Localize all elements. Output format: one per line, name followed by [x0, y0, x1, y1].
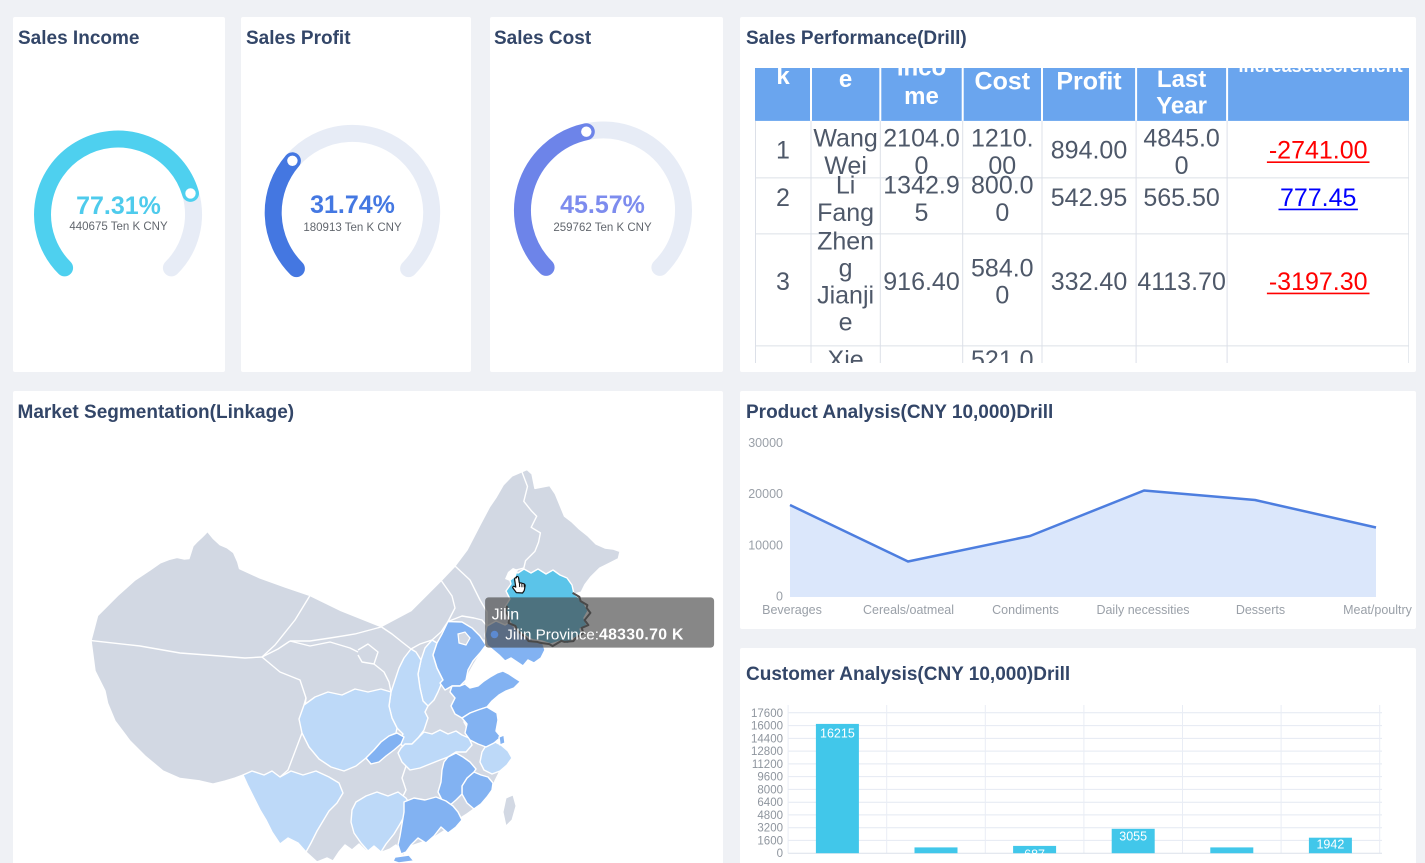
svg-text:Daily necessities: Daily necessities — [1096, 603, 1189, 617]
svg-text:Fang: Fang — [817, 198, 874, 226]
svg-text:-3197.30: -3197.30 — [1269, 267, 1368, 295]
svg-text:1942: 1942 — [1316, 838, 1344, 852]
svg-text:me: me — [904, 82, 939, 109]
svg-text:16000: 16000 — [751, 721, 783, 733]
svg-text:Beverages: Beverages — [762, 603, 822, 617]
svg-text:332.40: 332.40 — [1050, 267, 1126, 295]
svg-text:4845.0: 4845.0 — [1143, 124, 1219, 152]
svg-text:Year: Year — [1156, 92, 1207, 119]
svg-text:Jilin: Jilin — [492, 607, 520, 624]
svg-text:1: 1 — [776, 136, 790, 164]
svg-text:894.00: 894.00 — [1050, 136, 1126, 164]
svg-text:542.95: 542.95 — [1050, 183, 1126, 211]
svg-text:20000: 20000 — [748, 487, 783, 501]
svg-text:16215: 16215 — [820, 727, 855, 741]
svg-text:0: 0 — [777, 848, 783, 860]
svg-text:Profit: Profit — [1056, 68, 1122, 95]
svg-text:Last: Last — [1157, 68, 1206, 93]
svg-text:3200: 3200 — [757, 823, 783, 835]
svg-text:5: 5 — [914, 198, 928, 226]
svg-text:9600: 9600 — [757, 772, 783, 784]
svg-text:1342.9: 1342.9 — [883, 171, 959, 199]
svg-text:Desserts: Desserts — [1236, 603, 1285, 617]
svg-text:Jilin Province:48330.70 K: Jilin Province:48330.70 K — [505, 626, 684, 643]
svg-text:0: 0 — [995, 281, 1009, 309]
svg-text:Wang: Wang — [813, 124, 877, 152]
svg-text:1600: 1600 — [757, 835, 783, 847]
svg-text:Jianji: Jianji — [817, 281, 874, 309]
svg-text:3: 3 — [776, 267, 790, 295]
svg-text:-2741.00: -2741.00 — [1269, 136, 1368, 164]
svg-text:0: 0 — [914, 151, 928, 179]
svg-text:Inco: Inco — [897, 68, 946, 82]
svg-text:10000: 10000 — [748, 539, 783, 553]
svg-text:Xie: Xie — [827, 345, 863, 362]
svg-text:k: k — [776, 68, 790, 90]
svg-text:14400: 14400 — [751, 733, 783, 745]
svg-text:Wei: Wei — [824, 151, 867, 179]
svg-text:12800: 12800 — [751, 746, 783, 758]
svg-text:521.0: 521.0 — [971, 345, 1034, 362]
svg-text:0: 0 — [1174, 151, 1188, 179]
svg-text:3055: 3055 — [1119, 829, 1147, 843]
svg-text:Zhen: Zhen — [817, 227, 874, 255]
svg-text:2: 2 — [776, 183, 790, 211]
svg-text:800.0: 800.0 — [971, 171, 1034, 199]
svg-text:4800: 4800 — [757, 810, 783, 822]
svg-text:17600: 17600 — [751, 708, 783, 720]
svg-text:8000: 8000 — [757, 784, 783, 796]
svg-text:Condiments: Condiments — [992, 603, 1059, 617]
svg-text:00: 00 — [988, 151, 1016, 179]
svg-text:687: 687 — [1024, 848, 1045, 862]
svg-text:6400: 6400 — [757, 797, 783, 809]
svg-text:30000: 30000 — [748, 436, 783, 450]
svg-text:2104.0: 2104.0 — [883, 124, 959, 152]
svg-text:g: g — [838, 254, 852, 282]
svg-text:0: 0 — [995, 198, 1009, 226]
svg-text:565.50: 565.50 — [1143, 183, 1219, 211]
svg-text:Increasedecrement: Increasedecrement — [1238, 68, 1402, 76]
svg-text:584.0: 584.0 — [971, 254, 1034, 282]
svg-text:e: e — [838, 308, 852, 336]
svg-text:Cost: Cost — [974, 68, 1030, 95]
svg-text:777.45: 777.45 — [1280, 183, 1356, 211]
svg-text:Meat/poultry: Meat/poultry — [1343, 603, 1413, 617]
svg-text:11200: 11200 — [752, 759, 783, 771]
svg-text:Li: Li — [836, 171, 855, 199]
svg-text:916.40: 916.40 — [883, 267, 959, 295]
svg-text:Cereals/oatmeal: Cereals/oatmeal — [863, 603, 954, 617]
svg-text:0: 0 — [776, 590, 783, 604]
svg-text:e: e — [839, 68, 852, 93]
svg-text:1210.: 1210. — [971, 124, 1034, 152]
svg-text:4113.70: 4113.70 — [1137, 267, 1226, 295]
